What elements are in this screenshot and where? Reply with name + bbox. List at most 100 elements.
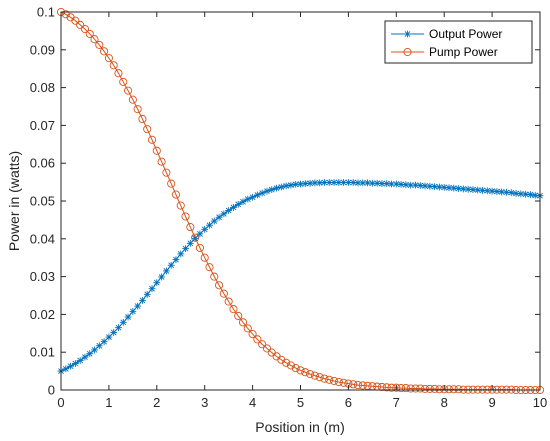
- pump-power-point: [406, 384, 415, 393]
- output-power-point: [143, 290, 151, 298]
- pump-power-point: [444, 385, 454, 394]
- y-axis-label: Power in (watts): [6, 151, 22, 251]
- pump-power-point: [215, 281, 224, 290]
- asterisk-stroke: [316, 179, 323, 186]
- pump-power-point: [325, 375, 334, 384]
- asterisk-stroke: [115, 324, 122, 331]
- asterisk-stroke: [177, 251, 184, 257]
- asterisk-stroke: [513, 190, 519, 197]
- y-tick-label: 0: [48, 383, 55, 398]
- asterisk-stroke: [436, 184, 443, 190]
- y-tick-label: 0.05: [30, 194, 55, 209]
- output-power-point: [402, 181, 410, 189]
- asterisk-stroke: [532, 192, 539, 199]
- pump-power-point: [253, 335, 262, 344]
- asterisk-stroke: [450, 185, 457, 192]
- output-power-point: [268, 186, 276, 194]
- asterisk-stroke: [173, 256, 179, 263]
- pump-power-point: [85, 29, 94, 38]
- pump-power-point: [114, 69, 123, 78]
- asterisk-stroke: [335, 179, 342, 186]
- y-tick-label: 0.02: [30, 307, 55, 322]
- asterisk-stroke: [359, 179, 366, 186]
- output-power-point: [230, 204, 237, 211]
- output-power-point: [383, 180, 391, 188]
- output-power-point: [134, 302, 142, 310]
- asterisk-stroke: [326, 179, 333, 186]
- asterisk-stroke: [404, 31, 411, 37]
- output-power-point: [186, 239, 194, 247]
- asterisk-stroke: [350, 179, 357, 186]
- output-power-point: [469, 186, 477, 194]
- asterisk-stroke: [321, 179, 328, 186]
- asterisk-stroke: [355, 179, 361, 186]
- asterisk-stroke: [498, 189, 505, 195]
- asterisk-stroke: [235, 201, 242, 208]
- asterisk-stroke: [426, 183, 433, 190]
- output-power-point: [421, 182, 429, 190]
- legend-pump-power-label: Pump Power: [429, 45, 498, 59]
- pump-power-point: [286, 361, 295, 370]
- asterisk-stroke: [517, 190, 524, 197]
- pump-power-point: [171, 190, 181, 199]
- legend-box: [384, 20, 533, 64]
- output-power-point: [349, 179, 357, 186]
- asterisk-stroke: [288, 182, 294, 188]
- y-tick-label: 0.09: [30, 42, 55, 57]
- asterisk-stroke: [211, 218, 218, 224]
- pump-power-point: [301, 368, 310, 377]
- asterisk-stroke: [345, 179, 352, 186]
- asterisk-stroke: [101, 338, 107, 345]
- asterisk-stroke: [125, 314, 131, 320]
- asterisk-stroke: [393, 181, 400, 187]
- asterisk-stroke: [249, 194, 256, 201]
- asterisk-stroke: [158, 274, 165, 280]
- asterisk-stroke: [446, 184, 452, 191]
- pump-power-point: [238, 318, 248, 327]
- output-power-point: [129, 307, 137, 315]
- pump-power-point: [147, 135, 157, 144]
- pump-power-point: [104, 54, 113, 63]
- output-power-point: [81, 353, 89, 361]
- output-power-point: [450, 184, 458, 192]
- output-power-point: [507, 189, 515, 197]
- asterisk-stroke: [110, 329, 117, 336]
- y-tick-label: 0.01: [30, 345, 55, 360]
- x-tick-label: 2: [153, 395, 160, 410]
- pump-power-point: [224, 297, 233, 306]
- pump-power-point: [291, 364, 300, 373]
- output-power-point: [263, 187, 271, 195]
- x-tick-label: 3: [201, 395, 208, 410]
- asterisk-stroke: [297, 181, 304, 187]
- output-power-point: [215, 213, 223, 221]
- output-power-point: [67, 362, 74, 370]
- asterisk-stroke: [134, 303, 141, 309]
- asterisk-stroke: [374, 180, 381, 187]
- pump-power-point: [262, 344, 272, 353]
- output-power-point: [148, 285, 156, 293]
- asterisk-stroke: [398, 181, 404, 188]
- output-power-point: [201, 225, 209, 233]
- output-power-point: [172, 256, 180, 263]
- asterisk-stroke: [149, 285, 155, 292]
- asterisk-stroke: [240, 198, 246, 205]
- pump-power-point: [109, 61, 118, 70]
- output-power-point: [493, 188, 501, 195]
- output-power-point: [162, 267, 170, 275]
- pump-power-point: [387, 383, 396, 392]
- y-tick-label: 0.08: [30, 80, 55, 95]
- pump-power-point: [181, 212, 190, 221]
- asterisk-stroke: [187, 240, 194, 247]
- y-tick-label: 0.04: [30, 231, 55, 246]
- pump-power-point: [152, 146, 161, 155]
- pump-power-point: [219, 289, 228, 298]
- pump-power-point: [157, 157, 166, 166]
- asterisk-stroke: [403, 181, 409, 188]
- pump-power-point: [162, 168, 171, 177]
- x-tick-label: 0: [57, 395, 64, 410]
- output-power-point: [91, 346, 98, 354]
- asterisk-stroke: [489, 188, 495, 195]
- legend-output-power-label: Output Power: [429, 27, 502, 41]
- pump-power-point: [133, 105, 142, 114]
- x-tick-label: 9: [488, 395, 495, 410]
